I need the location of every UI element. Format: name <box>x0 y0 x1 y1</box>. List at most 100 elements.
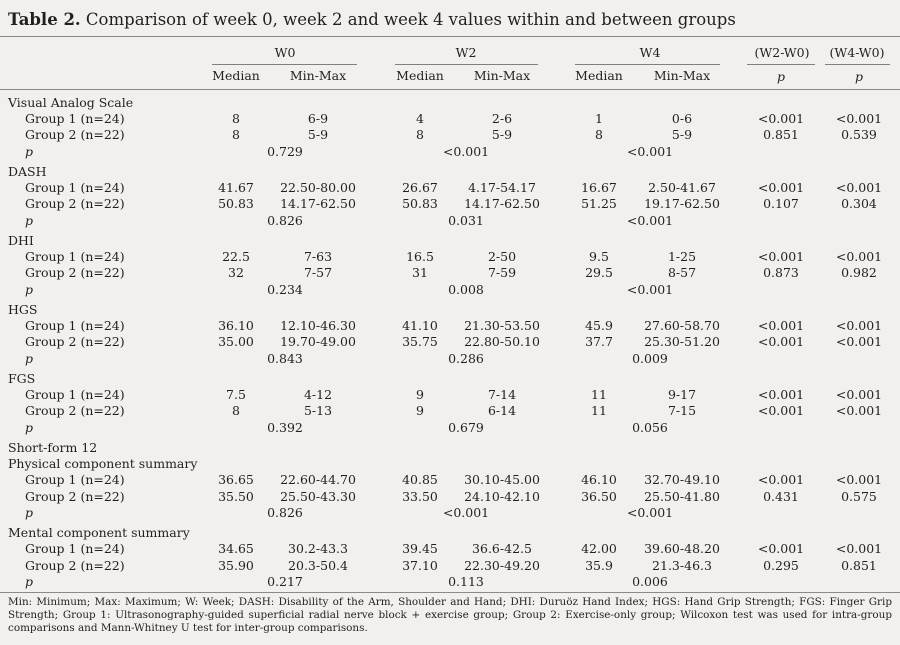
p-value: 0.286 <box>448 350 484 366</box>
table-cell: 19.70-49.00 <box>280 334 356 350</box>
table-cell: 34.65 <box>218 541 254 557</box>
table-cell: 12.10-46.30 <box>280 318 356 334</box>
subheader-minmax: Min-Max <box>289 68 347 83</box>
table-cell: 1 <box>595 111 603 127</box>
table-cell: 41.67 <box>218 180 254 196</box>
p-value: 0.008 <box>448 281 484 297</box>
table-cell: <0.001 <box>835 334 883 350</box>
table-cell: 0.431 <box>763 488 799 504</box>
subheader-minmax: Min-Max <box>473 68 531 83</box>
p-row-label: p <box>25 573 34 589</box>
table-cell: 37.7 <box>585 334 613 350</box>
footnote: Min: Minimum; Max: Maximum; W: Week; DAS… <box>8 596 892 634</box>
header-underline <box>575 64 720 65</box>
table-cell: 6-14 <box>487 403 517 419</box>
table-cell: 22.5 <box>222 249 250 265</box>
table-cell: 2-6 <box>491 111 513 127</box>
table-cell: 7-15 <box>667 403 697 419</box>
header-underline <box>825 64 890 65</box>
table-cell: 31 <box>412 265 428 281</box>
row-label: Group 2 (n=22) <box>25 265 125 281</box>
section-label: HGS <box>8 302 38 317</box>
table-cell: 8 <box>232 111 240 127</box>
table-cell: 36.6-42.5 <box>472 541 532 557</box>
header-w4: W4 <box>639 45 661 60</box>
table-cell: 14.17-62.50 <box>464 196 540 212</box>
table-cell: 0.982 <box>841 265 877 281</box>
table-cell: 51.25 <box>581 196 617 212</box>
table-cell: 8 <box>595 127 603 143</box>
table-cell: <0.001 <box>757 403 805 419</box>
table-cell: 2.50-41.67 <box>648 180 716 196</box>
table-cell: 0.539 <box>841 127 877 143</box>
table-title: Table 2. Comparison of week 0, week 2 an… <box>8 8 736 32</box>
table-cell: 7-63 <box>303 249 333 265</box>
p-value: 0.826 <box>267 212 303 228</box>
p-row-label: p <box>25 212 34 228</box>
p-value: 0.009 <box>632 350 668 366</box>
table-cell: 4 <box>416 111 424 127</box>
p-value: <0.001 <box>626 212 674 228</box>
row-label: Group 2 (n=22) <box>25 557 125 573</box>
table-cell: 30.2-43.3 <box>288 541 348 557</box>
p-value: <0.001 <box>442 504 490 520</box>
table-cell: <0.001 <box>757 541 805 557</box>
table-cell: 33.50 <box>402 488 438 504</box>
subheader-median: Median <box>396 68 444 83</box>
section-label: DHI <box>8 233 34 248</box>
subheader-median: Median <box>212 68 260 83</box>
p-value: 0.679 <box>448 419 484 435</box>
table-cell: <0.001 <box>835 403 883 419</box>
table-cell: 0.575 <box>841 488 877 504</box>
table-cell: 35.00 <box>218 334 254 350</box>
row-label: Group 2 (n=22) <box>25 196 125 212</box>
table-cell: 11 <box>591 403 607 419</box>
row-label: Group 1 (n=24) <box>25 541 125 557</box>
table-cell: 6-9 <box>307 111 329 127</box>
table-cell: 9-17 <box>667 387 697 403</box>
table-cell: 8 <box>416 127 424 143</box>
table-cell: 40.85 <box>402 472 438 488</box>
table-cell: 0.873 <box>763 265 799 281</box>
p-row-label: p <box>25 504 34 520</box>
header-underline <box>395 64 538 65</box>
row-label: Group 1 (n=24) <box>25 111 125 127</box>
table-cell: 11 <box>591 387 607 403</box>
table-cell: 0.107 <box>763 196 799 212</box>
header-bottom-rule <box>0 89 900 90</box>
p-value: <0.001 <box>626 281 674 297</box>
table-cell: 9 <box>416 387 424 403</box>
table-cell: <0.001 <box>757 472 805 488</box>
table-cell: 7-57 <box>303 265 333 281</box>
table-cell: 7-59 <box>487 265 517 281</box>
row-label: Group 1 (n=24) <box>25 180 125 196</box>
table-cell: 25.50-43.30 <box>280 488 356 504</box>
table-cell: 25.50-41.80 <box>644 488 720 504</box>
p-value: 0.056 <box>632 419 668 435</box>
subheader-p: p <box>776 69 786 84</box>
table-cell: <0.001 <box>757 334 805 350</box>
table-cell: <0.001 <box>835 541 883 557</box>
row-label: Group 2 (n=22) <box>25 334 125 350</box>
header-underline <box>212 64 357 65</box>
table-cell: 9.5 <box>589 249 609 265</box>
top-rule <box>0 36 900 37</box>
p-value: 0.006 <box>632 573 668 589</box>
p-value: <0.001 <box>626 143 674 159</box>
table-caption: Comparison of week 0, week 2 and week 4 … <box>85 10 736 29</box>
table-cell: 0.851 <box>841 557 877 573</box>
table-cell: 8 <box>232 127 240 143</box>
table-cell: 5-9 <box>491 127 513 143</box>
table-cell: <0.001 <box>757 249 805 265</box>
table-cell: 50.83 <box>402 196 438 212</box>
table-cell: <0.001 <box>757 111 805 127</box>
p-row-label: p <box>25 419 34 435</box>
table-label: Table 2. <box>8 10 81 29</box>
table-cell: <0.001 <box>757 180 805 196</box>
p-value: 0.729 <box>267 143 303 159</box>
section-label: DASH <box>8 164 47 179</box>
row-label: Group 2 (n=22) <box>25 403 125 419</box>
table-cell: <0.001 <box>757 387 805 403</box>
table-cell: 1-25 <box>667 249 697 265</box>
table-cell: 35.50 <box>218 488 254 504</box>
